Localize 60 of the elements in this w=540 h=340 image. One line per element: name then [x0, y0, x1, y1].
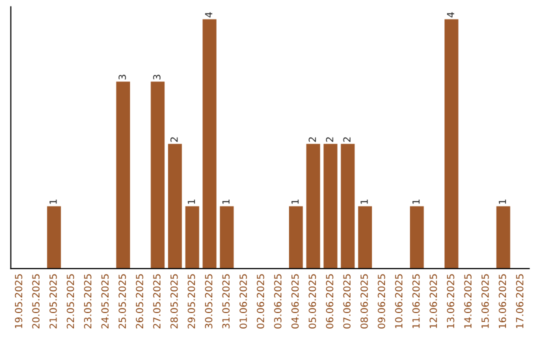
- bar: [202, 19, 216, 269]
- data-label: 1: [188, 200, 195, 204]
- x-tick-label: 07.06.2025: [343, 274, 351, 328]
- bar: [185, 206, 200, 269]
- data-label: 2: [326, 137, 334, 142]
- data-label: 2: [343, 137, 350, 142]
- x-tick-label: 29.05.2025: [188, 274, 196, 328]
- data-label: 3: [153, 74, 160, 80]
- x-tick-label: 05.06.2025: [308, 274, 316, 328]
- bar: [496, 206, 510, 269]
- data-label: 1: [412, 200, 420, 204]
- data-label: 1: [360, 200, 368, 204]
- x-tick-label: 09.06.2025: [378, 274, 386, 328]
- x-tick-label: 01.06.2025: [240, 274, 247, 328]
- x-tick-label: 21.05.2025: [49, 274, 57, 328]
- bar: [444, 19, 458, 269]
- x-tick-label: 04.06.2025: [291, 274, 299, 328]
- x-tick-label: 27.05.2025: [153, 274, 160, 328]
- bar: [324, 144, 338, 269]
- x-tick-label: 13.06.2025: [446, 274, 454, 328]
- x-tick-label: 26.05.2025: [136, 274, 144, 328]
- x-tick-label: 14.06.2025: [464, 274, 472, 328]
- bar: [289, 206, 303, 269]
- data-label: 4: [447, 12, 454, 18]
- x-tick-label: 08.06.2025: [360, 274, 368, 328]
- x-tick-label: 28.05.2025: [170, 274, 178, 328]
- data-label: 1: [222, 200, 230, 204]
- x-tick-label: 24.05.2025: [101, 274, 109, 328]
- x-tick-label: 12.06.2025: [430, 274, 437, 328]
- data-label: 1: [292, 200, 299, 204]
- x-tick-label: 10.06.2025: [395, 274, 402, 328]
- x-tick-label: 11.06.2025: [412, 274, 420, 328]
- bar: [168, 144, 182, 269]
- x-tick-label: 17.06.2025: [516, 274, 524, 328]
- bar: [410, 206, 424, 269]
- x-tick-label: 22.05.2025: [66, 274, 74, 328]
- x-tick-label: 19.05.2025: [14, 274, 22, 328]
- bar: [306, 144, 320, 269]
- x-tick-label: 23.05.2025: [84, 274, 92, 328]
- data-label: 2: [308, 137, 316, 142]
- bar: [358, 206, 372, 269]
- data-label: 2: [170, 137, 178, 142]
- x-tick-label: 03.06.2025: [274, 274, 282, 328]
- x-tick-label: 20.05.2025: [32, 274, 40, 328]
- bar: [220, 206, 234, 269]
- x-tick-label: 25.05.2025: [118, 274, 126, 328]
- data-label: 1: [498, 200, 506, 204]
- bar: [340, 144, 355, 269]
- data-label: 1: [50, 200, 57, 204]
- data-label: 4: [205, 12, 212, 18]
- x-tick-label: 16.06.2025: [498, 274, 506, 328]
- x-tick-label: 06.06.2025: [326, 274, 334, 328]
- data-label: 3: [118, 74, 126, 80]
- x-tick-label: 31.05.2025: [222, 274, 230, 328]
- bar: [116, 82, 130, 269]
- bar: [47, 206, 61, 269]
- x-tick-label: 30.05.2025: [204, 274, 212, 328]
- bar: [150, 82, 165, 269]
- x-tick-label: 15.06.2025: [481, 274, 489, 328]
- x-tick-label: 02.06.2025: [256, 274, 264, 328]
